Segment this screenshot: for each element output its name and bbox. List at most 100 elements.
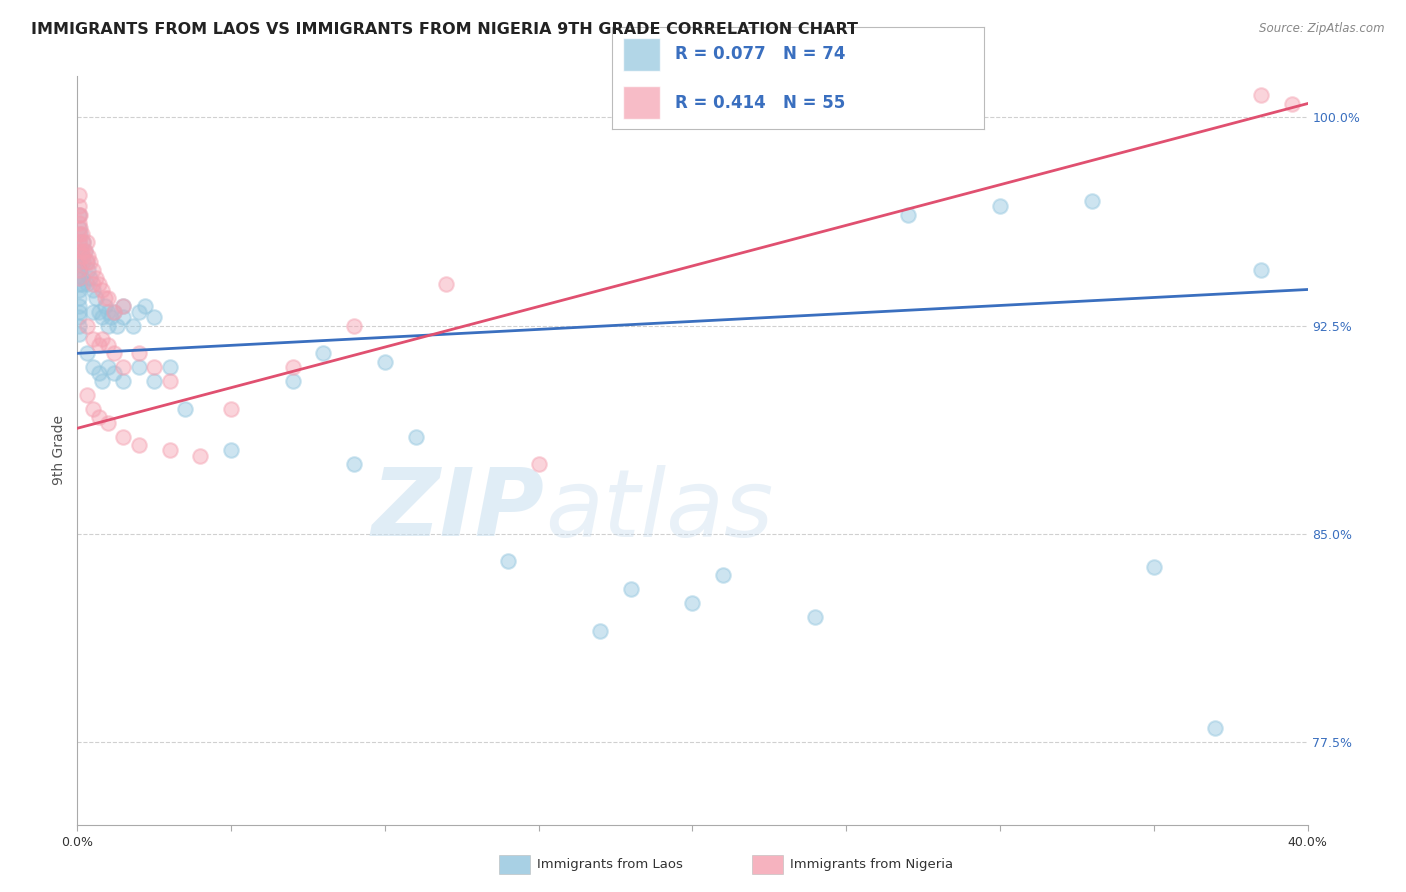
Point [103,304,125,318]
Point [134,299,156,313]
Point [112,299,135,313]
Point [343,318,366,333]
Point [143,374,166,388]
Point [112,360,135,375]
Point [436,277,458,291]
Point [128,304,150,318]
Point [77,263,100,277]
Point [112,429,135,443]
Text: R = 0.077   N = 74: R = 0.077 N = 74 [675,45,845,63]
Point [67,318,90,333]
Point [87,338,110,352]
Point [69,263,91,277]
Point [589,624,612,638]
Text: Source: ZipAtlas.com: Source: ZipAtlas.com [1260,22,1385,36]
Point [72,249,94,263]
Text: atlas: atlas [546,465,773,556]
Point [67,208,90,222]
Point [219,443,242,458]
Point [103,304,125,318]
Point [67,235,90,250]
Point [67,254,90,268]
Point [67,304,90,318]
Point [67,263,90,277]
Point [82,304,104,318]
Point [405,429,427,443]
Point [67,277,90,291]
Point [70,227,93,241]
Point [76,235,98,250]
Point [711,568,734,582]
Text: ZIP: ZIP [373,465,546,557]
Point [128,360,150,375]
Point [94,291,117,305]
Point [159,360,181,375]
Point [70,249,93,263]
Point [112,299,135,313]
Point [97,291,120,305]
Point [87,366,110,380]
Point [79,254,101,268]
Point [67,299,90,313]
Point [76,254,98,268]
Point [188,449,212,463]
Point [76,346,98,360]
Point [72,277,94,291]
Point [73,244,96,258]
Point [103,346,125,360]
Point [76,388,98,402]
Point [67,208,90,222]
Point [87,304,110,318]
Point [121,318,143,333]
Point [1250,263,1272,277]
Y-axis label: 9th Grade: 9th Grade [52,416,66,485]
Point [143,360,166,375]
Point [527,458,550,472]
Point [67,188,90,202]
Point [67,235,90,250]
Point [97,416,120,430]
Point [70,271,93,285]
Text: IMMIGRANTS FROM LAOS VS IMMIGRANTS FROM NIGERIA 9TH GRADE CORRELATION CHART: IMMIGRANTS FROM LAOS VS IMMIGRANTS FROM … [31,22,858,37]
Text: Immigrants from Laos: Immigrants from Laos [537,858,683,871]
Point [67,216,90,230]
Text: R = 0.414   N = 55: R = 0.414 N = 55 [675,94,845,112]
Point [67,263,90,277]
Point [112,310,135,325]
Point [72,254,94,268]
Point [72,235,94,250]
Point [112,374,135,388]
Point [67,283,90,297]
Point [67,291,90,305]
Point [69,208,91,222]
Point [82,277,104,291]
Point [67,199,90,213]
Point [90,310,114,325]
Point [82,333,104,347]
Point [67,310,90,325]
Point [67,271,90,285]
Point [159,374,181,388]
Point [496,554,519,568]
Point [219,401,242,416]
Point [90,283,114,297]
Point [312,346,335,360]
Point [281,360,304,375]
Point [76,318,98,333]
Point [281,374,304,388]
Bar [623,87,659,119]
Point [343,458,366,472]
Point [67,326,90,341]
Point [67,271,90,285]
Point [79,271,101,285]
Point [94,299,117,313]
Point [82,360,104,375]
Point [67,249,90,263]
Point [87,277,110,291]
Point [69,244,91,258]
Text: Immigrants from Nigeria: Immigrants from Nigeria [790,858,953,871]
Point [67,244,90,258]
Point [70,244,93,258]
Point [82,401,104,416]
Point [682,596,704,610]
